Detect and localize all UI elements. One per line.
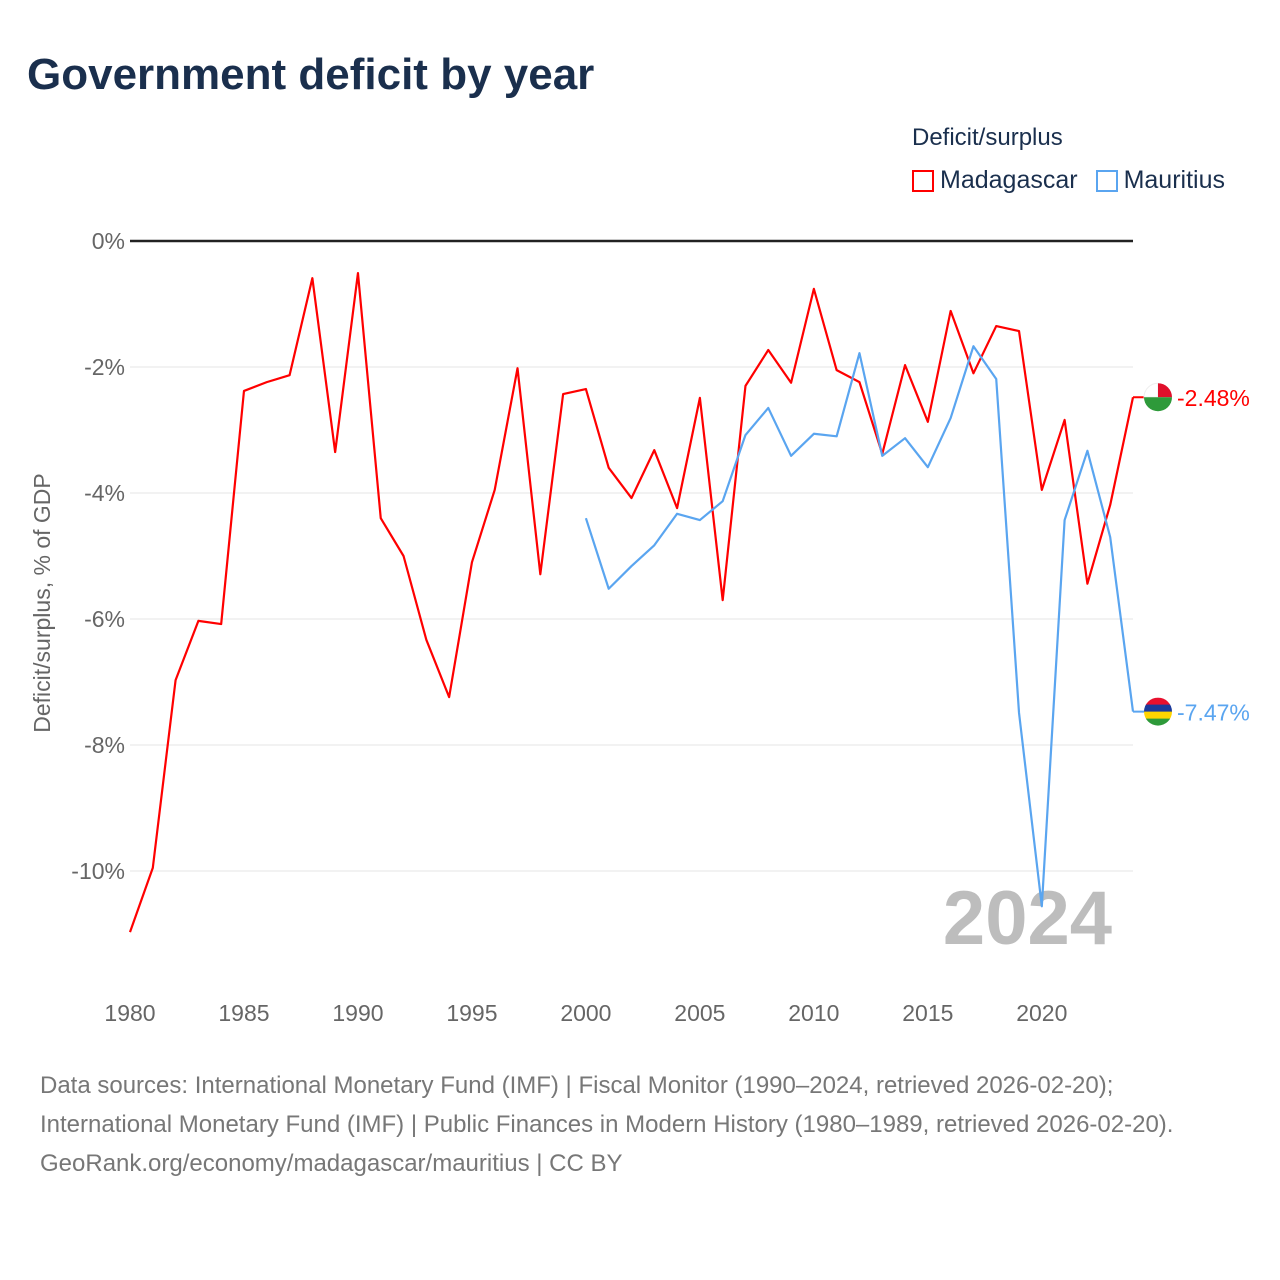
legend-swatch-madagascar [912, 169, 934, 192]
y-tick-label: -8% [84, 732, 125, 758]
series-line-madagascar [128, 272, 1135, 933]
year-watermark: 2024 [943, 876, 1112, 961]
x-tick-label: 1990 [332, 1000, 383, 1026]
x-tick-label: 2020 [1016, 1000, 1067, 1026]
y-tick-label: -10% [71, 858, 125, 884]
flag-madagascar-icon [1144, 397, 1172, 412]
line-chart: 2024 0% -2% -4% -6% -8% -10% 1980 1985 1990 1995 20… [29, 228, 1250, 1026]
y-tick-label: 0% [92, 228, 125, 254]
sources-text: Data sources: International Monetary Fun… [40, 1072, 1174, 1138]
legend-label: Mauritius [1123, 166, 1225, 194]
legend: Madagascar Mauritius [912, 166, 1225, 195]
series-line-mauritius [584, 345, 1135, 908]
flag-madagascar-icon [1143, 382, 1159, 398]
flag-mauritius-icon [1144, 711, 1172, 720]
flag-mauritius-icon [1144, 704, 1172, 713]
y-axis-label: Deficit/surplus, % of GDP [29, 473, 55, 732]
legend-item-mauritius[interactable]: Mauritius [1095, 166, 1225, 195]
legend-title: Deficit/surplus [912, 124, 1063, 151]
sources: Data sources: International Monetary Fun… [40, 1066, 1240, 1183]
x-tick-label: 1980 [104, 1000, 155, 1026]
attribution-link[interactable]: GeoRank.org/economy/madagascar/mauritius… [40, 1150, 623, 1177]
y-tick-label: -2% [84, 354, 125, 380]
x-tick-label: 2000 [560, 1000, 611, 1026]
page-title: Government deficit by year [27, 50, 595, 99]
x-tick-label: 2005 [674, 1000, 725, 1026]
legend-item-madagascar[interactable]: Madagascar [912, 166, 1078, 195]
flag-mauritius-icon [1144, 697, 1172, 706]
x-tick-label: 2010 [788, 1000, 839, 1026]
end-value-label: -7.47% [1177, 700, 1250, 726]
y-tick-label: -4% [84, 480, 125, 506]
flag-madagascar-icon [1158, 383, 1172, 398]
x-tick-label: 1995 [446, 1000, 497, 1026]
x-tick-label: 1985 [218, 1000, 269, 1026]
x-tick-label: 2015 [902, 1000, 953, 1026]
y-tick-label: -6% [84, 606, 125, 632]
end-value-label: -2.48% [1177, 385, 1250, 411]
legend-label: Madagascar [940, 166, 1078, 194]
flag-mauritius-icon [1144, 718, 1172, 726]
legend-swatch-mauritius [1095, 169, 1118, 192]
